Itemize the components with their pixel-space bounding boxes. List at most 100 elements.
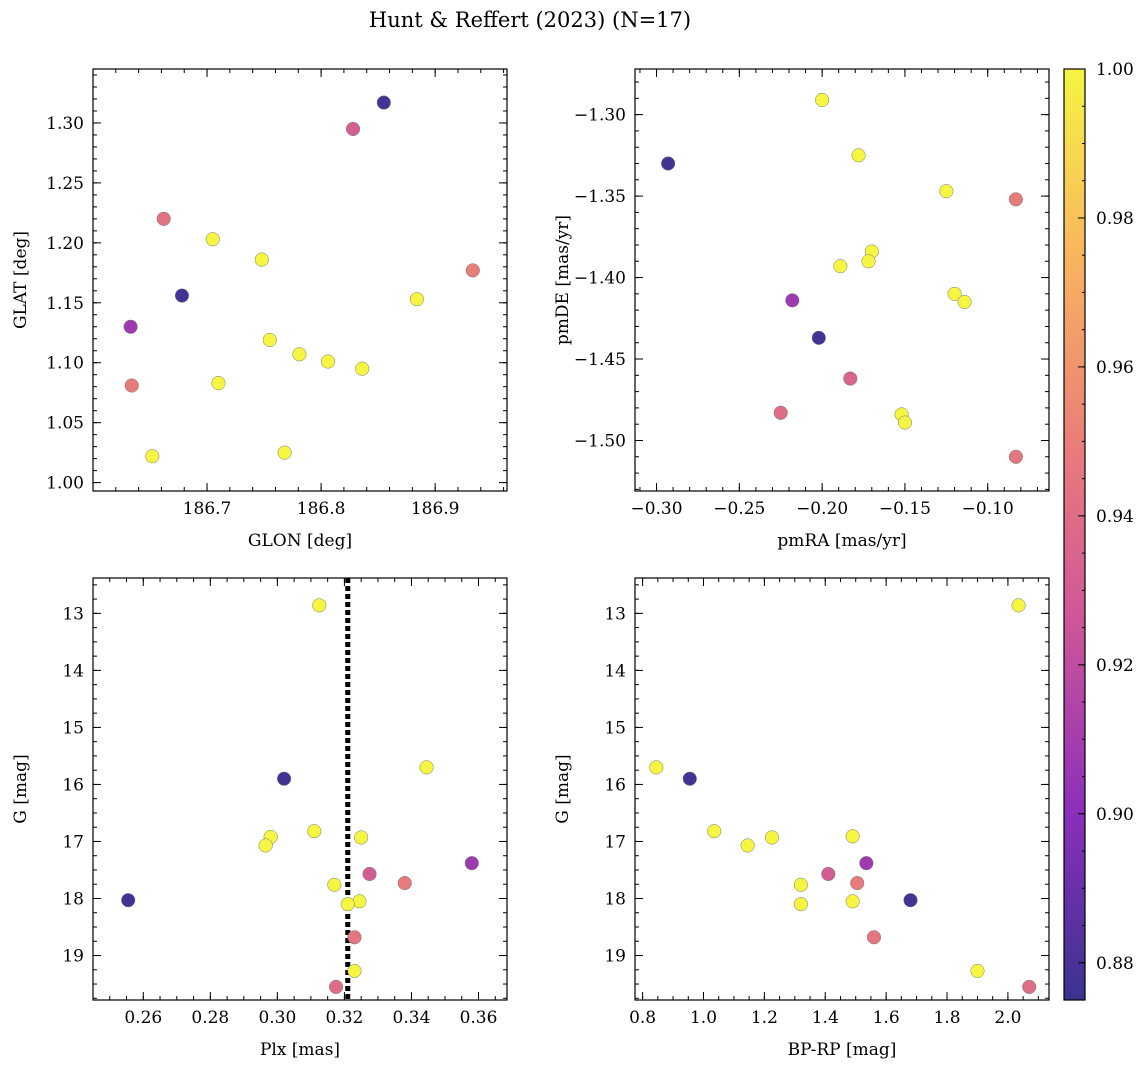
data-point [850, 876, 865, 891]
data-point [793, 877, 808, 892]
x-tick-label: 1.8 [933, 1008, 960, 1028]
data-point [312, 598, 327, 613]
data-point [340, 897, 355, 912]
data-point [397, 876, 412, 891]
data-point [347, 930, 362, 945]
x-tick-label: 186.9 [411, 499, 460, 519]
data-point [376, 95, 391, 110]
data-point [320, 354, 335, 369]
data-point [785, 293, 800, 308]
panel-1: 186.7 186.8 186.9 1.00 1.05 1.10 1.15 1.20 1.25 1… [11, 68, 508, 551]
data-point [866, 930, 882, 945]
x-tick-label: −0.15 [879, 499, 931, 519]
y-tick-label: 19 [604, 947, 626, 967]
y-tick-label: 19 [62, 947, 84, 967]
data-point [262, 332, 277, 347]
data-point [947, 286, 962, 301]
data-point [464, 856, 479, 871]
data-point [970, 963, 985, 978]
data-point [355, 361, 370, 376]
data-point [793, 897, 808, 912]
x-tick-label: 0.34 [393, 1008, 431, 1028]
y-tick-label: 1.15 [46, 294, 84, 314]
data-point [1022, 979, 1037, 994]
data-point [1011, 598, 1026, 613]
data-point [277, 445, 292, 460]
x-tick-label: 0.28 [191, 1008, 229, 1028]
y-axis-label: G [mag] [11, 754, 31, 823]
y-tick-label: 17 [604, 832, 626, 852]
x-tick-label: 1.4 [812, 1008, 839, 1028]
data-point [121, 893, 136, 908]
data-point [661, 156, 676, 171]
colorbar-tick-label: 0.96 [1096, 358, 1134, 378]
data-point [124, 378, 139, 393]
x-tick-label: −0.20 [796, 499, 848, 519]
axes-frame [634, 577, 1050, 1001]
data-point [327, 877, 342, 892]
y-tick-label: 1.05 [46, 414, 84, 434]
colorbar-tick-label: 1.00 [1096, 60, 1134, 80]
y-tick-label: 16 [62, 775, 84, 795]
data-point [682, 771, 697, 786]
data-point [419, 760, 434, 775]
y-tick-label: 16 [604, 775, 626, 795]
data-point [205, 232, 220, 247]
data-point [211, 376, 226, 391]
panels: 186.7 186.8 186.9 1.00 1.05 1.10 1.15 1.20 1.25 1… [11, 68, 1050, 1060]
axes-frame [92, 577, 508, 1001]
y-axis-label: pmDE [mas/yr] [553, 215, 573, 345]
data-point [859, 856, 874, 871]
y-tick-label: −1.40 [574, 269, 626, 289]
data-point [845, 829, 860, 844]
data-point [649, 760, 664, 775]
panel-3: 0.26 0.28 0.30 0.32 0.34 0.36 13 14 15 16 17 18 19 Pl… [11, 577, 508, 1060]
data-point [833, 259, 848, 274]
y-axis-label: G [mag] [553, 754, 573, 823]
data-point [773, 405, 788, 420]
x-tick-label: 186.7 [183, 499, 232, 519]
data-point [845, 894, 860, 909]
data-point [707, 824, 722, 839]
data-point [811, 330, 826, 345]
x-tick-label: 2.0 [994, 1008, 1021, 1028]
data-point [897, 415, 912, 430]
data-point [258, 838, 273, 853]
x-axis-label: GLON [deg] [248, 531, 352, 551]
y-tick-label: 1.20 [46, 234, 84, 254]
colorbar-frame [1063, 68, 1086, 1001]
x-tick-label: 0.32 [325, 1008, 363, 1028]
y-tick-label: 18 [604, 889, 626, 909]
x-tick-label: 1.6 [873, 1008, 900, 1028]
data-point [328, 979, 344, 994]
data-point [292, 347, 307, 362]
data-point [174, 288, 190, 303]
x-axis-label: BP-RP [mag] [788, 1040, 897, 1060]
y-tick-label: 1.30 [46, 114, 84, 134]
axes-frame [92, 68, 508, 492]
data-point [815, 92, 830, 108]
data-point [821, 866, 836, 882]
data-point [362, 866, 377, 882]
colorbar-gradient [1064, 69, 1085, 1000]
data-point [957, 294, 972, 310]
data-point [254, 252, 269, 267]
data-point [740, 838, 755, 853]
y-tick-label: −1.45 [574, 350, 626, 370]
colorbar-tick-label: 0.94 [1096, 507, 1134, 527]
data-point [307, 824, 322, 839]
data-point [1008, 192, 1023, 207]
y-tick-label: 14 [62, 661, 84, 681]
data-point [347, 963, 362, 978]
x-axis-label: Plx [mas] [260, 1040, 340, 1060]
data-point [939, 184, 954, 199]
y-tick-label: 1.25 [46, 174, 84, 194]
data-point [123, 319, 138, 334]
y-axis-label: GLAT [deg] [11, 231, 31, 329]
y-tick-label: 17 [62, 832, 84, 852]
data-point [156, 211, 171, 226]
colorbar-tick-label: 0.92 [1096, 656, 1134, 676]
x-tick-label: 0.26 [124, 1008, 162, 1028]
y-tick-label: −1.50 [574, 431, 626, 451]
